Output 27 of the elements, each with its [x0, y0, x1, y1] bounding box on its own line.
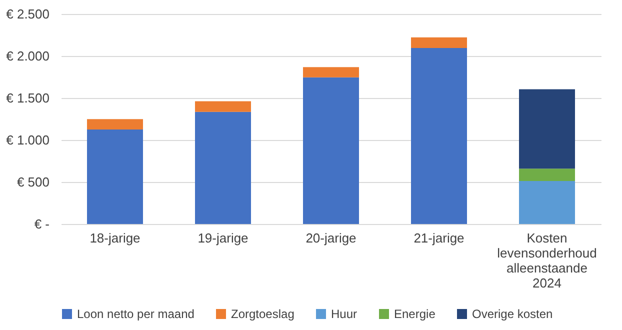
x-tick-label: 21-jarige — [414, 230, 464, 246]
bar — [303, 67, 359, 78]
x-tick-label: 19-jarige — [198, 230, 248, 246]
y-tick-label: € 500 — [16, 174, 50, 190]
y-tick-label: € 1.000 — [6, 132, 50, 148]
legend-label: Zorgtoeslag — [231, 307, 294, 321]
x-tick-label: 20-jarige — [306, 230, 356, 246]
bar — [303, 77, 359, 224]
legend-label: Energie — [394, 307, 436, 321]
y-tick-label: € 1.500 — [6, 90, 50, 106]
x-tick-label: Kosten levensonderhoud alleenstaande 2024 — [497, 230, 597, 290]
bar — [195, 101, 251, 112]
y-tick-label: € 2.500 — [6, 6, 50, 22]
y-tick-label: € - — [34, 216, 50, 232]
bar — [87, 119, 143, 130]
bar — [87, 130, 143, 224]
bar — [519, 180, 575, 224]
bar — [411, 48, 467, 224]
x-tick-label: 18-jarige — [90, 230, 140, 246]
legend-label: Huur — [331, 307, 358, 321]
bar — [195, 112, 251, 224]
legend-label: Loon netto per maand — [77, 307, 194, 321]
bar — [411, 37, 467, 48]
y-tick-label: € 2.000 — [6, 48, 50, 64]
bar — [519, 168, 575, 181]
legend-label: Overige kosten — [472, 307, 553, 321]
bar — [519, 89, 575, 169]
